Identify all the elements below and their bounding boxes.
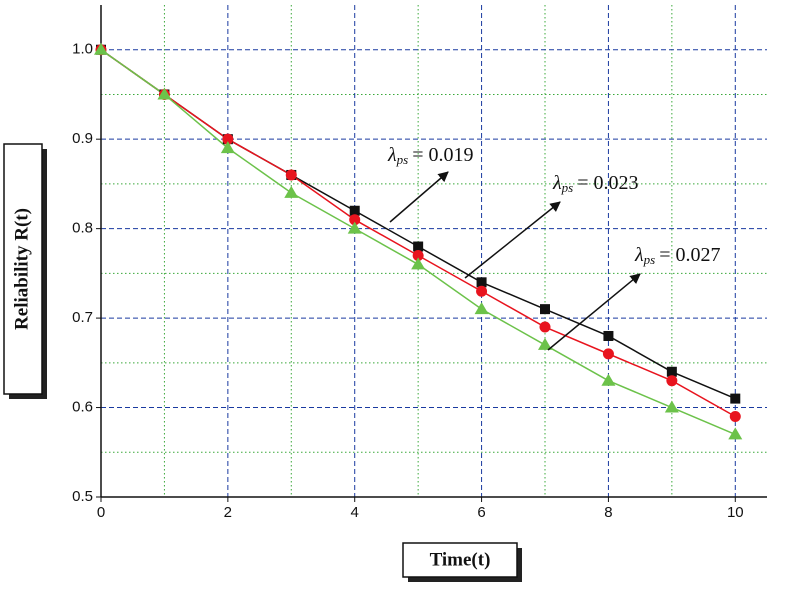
annotation-arrow (547, 273, 641, 351)
y-tick-label: 0.5 (72, 488, 93, 505)
y-tick-label: 1.0 (72, 41, 93, 58)
annotation: λps = 0.019 (387, 144, 474, 167)
annotation: λps = 0.023 (552, 172, 639, 195)
y-tick-label: 0.8 (72, 220, 93, 237)
annotation-subscript: ps (643, 252, 656, 267)
marker (730, 393, 741, 404)
annotation-subscript: ps (396, 152, 409, 167)
marker (220, 141, 235, 154)
marker (349, 205, 360, 216)
marker (476, 277, 487, 288)
marker (602, 348, 614, 360)
marker (347, 221, 362, 234)
x-label-box (402, 542, 522, 582)
marker (601, 373, 616, 386)
marker (474, 302, 489, 315)
annotation: λps = 0.027 (634, 244, 721, 267)
annotation-arrow (464, 201, 561, 279)
marker (476, 285, 488, 297)
marker (728, 427, 743, 440)
marker (411, 257, 426, 270)
marker (729, 410, 741, 422)
marker (664, 400, 679, 413)
x-tick-label: 6 (477, 504, 485, 521)
marker (538, 337, 552, 350)
y-tick-label: 0.7 (72, 309, 93, 326)
marker (94, 42, 108, 55)
marker (666, 375, 678, 387)
y-tick-label: 0.9 (72, 130, 93, 147)
x-tick-label: 8 (604, 504, 612, 521)
marker (285, 169, 297, 181)
annotation-subscript: ps (561, 180, 574, 195)
annotation-symbol: λ (552, 172, 562, 194)
y-label-box (3, 143, 47, 399)
marker (539, 321, 551, 333)
annotation-symbol: λ (634, 244, 644, 266)
annotation-arrow (389, 171, 449, 223)
marker (412, 249, 424, 261)
x-tick-label: 10 (727, 504, 744, 521)
marker (157, 87, 172, 100)
annotation-text: = 0.019 (412, 144, 473, 166)
annotation-text: = 0.023 (577, 172, 638, 194)
annotation-text: = 0.027 (659, 244, 720, 266)
marker (349, 214, 361, 226)
marker (222, 133, 234, 145)
annotation-symbol: λ (387, 144, 397, 166)
x-tick-label: 0 (97, 504, 105, 521)
y-axis-label: Reliability R(t) (11, 208, 32, 330)
y-tick-label: 0.6 (72, 399, 93, 416)
marker (413, 241, 424, 252)
marker (540, 304, 550, 315)
x-tick-label: 4 (351, 504, 359, 521)
marker (666, 366, 677, 377)
x-tick-label: 2 (224, 504, 232, 521)
marker (284, 185, 299, 198)
x-axis-label: Time(t) (430, 549, 491, 570)
marker (603, 330, 614, 341)
